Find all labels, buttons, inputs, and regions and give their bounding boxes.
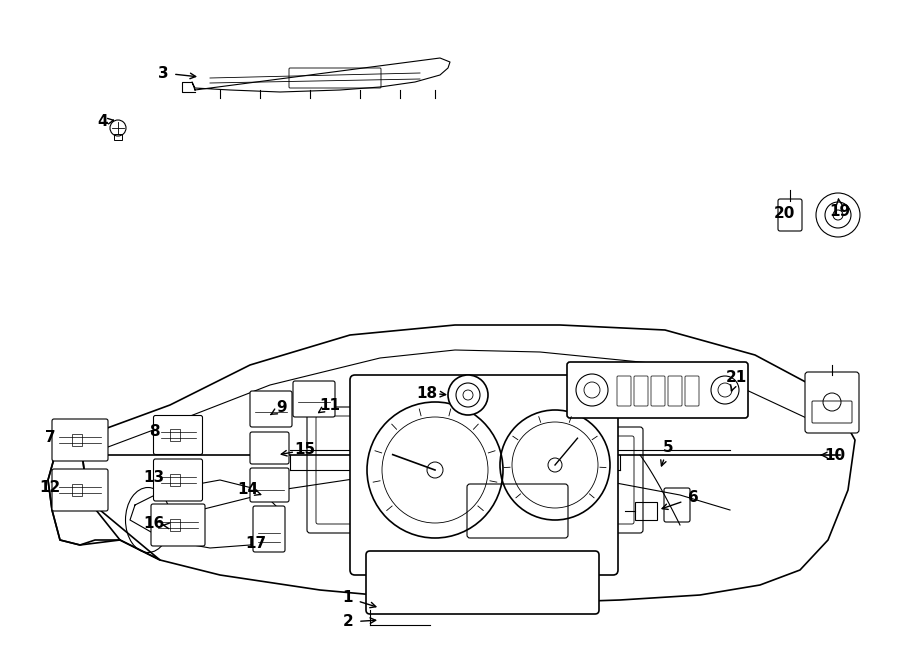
FancyBboxPatch shape [52,419,108,461]
FancyBboxPatch shape [778,199,802,231]
FancyBboxPatch shape [366,551,599,614]
Circle shape [816,193,860,237]
Text: 8: 8 [148,424,159,440]
FancyBboxPatch shape [567,362,748,418]
FancyBboxPatch shape [250,391,292,427]
Text: 7: 7 [45,430,55,446]
Text: 13: 13 [143,471,165,485]
FancyBboxPatch shape [154,416,202,455]
FancyBboxPatch shape [250,432,289,464]
FancyBboxPatch shape [52,469,108,511]
Text: 6: 6 [688,490,698,506]
Text: 5: 5 [662,440,673,455]
FancyBboxPatch shape [805,372,859,433]
FancyBboxPatch shape [154,459,202,501]
Polygon shape [192,58,450,92]
FancyBboxPatch shape [293,381,335,417]
Text: 14: 14 [238,483,258,498]
Text: 20: 20 [773,206,795,221]
Text: 2: 2 [343,615,354,629]
Text: 17: 17 [246,535,266,551]
Text: 4: 4 [98,114,108,130]
Text: 10: 10 [824,447,846,463]
Text: 1: 1 [343,590,353,605]
Text: 19: 19 [830,204,850,219]
Text: 3: 3 [158,65,168,81]
Text: 16: 16 [143,516,165,531]
Circle shape [448,375,488,415]
FancyBboxPatch shape [253,506,285,552]
Text: 11: 11 [320,397,340,412]
Text: 18: 18 [417,385,437,401]
Text: 12: 12 [40,481,60,496]
Text: 9: 9 [276,401,287,416]
Text: 21: 21 [725,371,747,385]
FancyBboxPatch shape [151,504,205,546]
FancyBboxPatch shape [250,468,289,502]
FancyBboxPatch shape [350,375,618,575]
Text: 15: 15 [294,442,316,457]
